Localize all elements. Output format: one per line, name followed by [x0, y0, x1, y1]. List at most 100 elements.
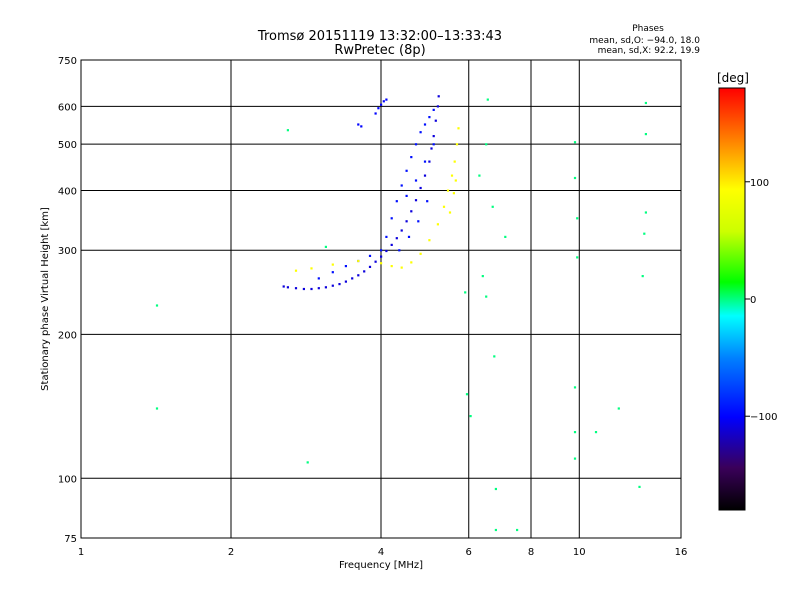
- data-point: [573, 431, 577, 434]
- data-point: [380, 103, 383, 106]
- data-point: [464, 291, 467, 294]
- data-point: [294, 287, 298, 290]
- y-axis-label: Stationary phase Virtual Height [km]: [40, 207, 51, 391]
- data-point: [324, 286, 327, 289]
- data-point: [395, 237, 398, 240]
- data-point: [428, 116, 431, 119]
- data-point: [641, 275, 644, 278]
- data-point: [324, 245, 327, 248]
- data-point: [573, 176, 577, 180]
- data-point: [417, 220, 420, 223]
- data-point: [410, 210, 413, 213]
- data-point: [310, 287, 313, 291]
- data-point: [331, 263, 334, 266]
- x-tick-labels: 1 2 4 6 8 10 16: [78, 547, 688, 558]
- data-point: [360, 125, 363, 128]
- x-tick-label: 10: [573, 547, 586, 558]
- data-points: [155, 95, 647, 532]
- x-tick-label: 8: [528, 547, 534, 558]
- data-point: [286, 129, 289, 132]
- x-tick-label: 1: [78, 547, 84, 558]
- data-point: [385, 249, 388, 253]
- data-point: [302, 287, 305, 291]
- data-point: [576, 256, 579, 259]
- data-point: [448, 211, 452, 214]
- data-point: [426, 200, 429, 203]
- data-point: [368, 265, 372, 268]
- data-point: [617, 407, 620, 410]
- data-point: [357, 274, 360, 277]
- data-point: [282, 285, 285, 288]
- data-point: [428, 160, 431, 163]
- data-point: [436, 223, 439, 226]
- data-point: [317, 277, 320, 280]
- data-point: [478, 174, 481, 177]
- data-point: [410, 261, 413, 264]
- data-point: [374, 260, 377, 263]
- colorbar: [718, 87, 746, 511]
- data-point: [442, 205, 446, 208]
- y-tick-label: 750: [58, 56, 77, 67]
- x-tick-label: 6: [466, 547, 472, 558]
- data-point: [390, 265, 393, 268]
- data-point: [310, 267, 313, 270]
- data-point: [455, 143, 459, 146]
- data-point: [338, 283, 341, 286]
- data-point: [405, 194, 408, 197]
- data-point: [432, 143, 435, 146]
- data-point: [377, 107, 380, 110]
- colorbar-tick-label: −100: [750, 412, 777, 423]
- colorbar-tick-label: 0: [750, 295, 756, 306]
- data-point: [368, 254, 372, 257]
- data-point: [395, 200, 398, 203]
- data-point: [414, 143, 418, 146]
- data-point: [450, 174, 454, 177]
- data-point: [573, 457, 577, 460]
- y-tick-label: 600: [58, 102, 77, 113]
- y-tick-label: 500: [58, 140, 77, 151]
- y-tick-label: 75: [64, 534, 77, 545]
- data-point: [414, 179, 418, 182]
- data-point: [432, 135, 435, 138]
- colorbar-tick-label: 100: [750, 178, 769, 189]
- data-point: [638, 485, 641, 488]
- data-point: [643, 232, 646, 235]
- data-point: [363, 270, 366, 273]
- data-point: [485, 143, 488, 146]
- data-point: [644, 101, 647, 105]
- x-axis-label: Frequency [MHz]: [339, 560, 423, 571]
- data-point: [576, 217, 579, 220]
- data-point: [400, 184, 403, 187]
- data-point: [494, 487, 497, 491]
- data-point: [390, 217, 393, 220]
- data-point: [385, 235, 388, 238]
- data-point: [294, 269, 298, 272]
- data-point: [331, 284, 334, 287]
- data-point: [446, 189, 450, 192]
- data-point: [457, 127, 460, 130]
- y-tick-label: 200: [58, 330, 77, 341]
- data-point: [423, 174, 427, 177]
- data-point: [155, 407, 159, 410]
- chart-title: Tromsø 20151119 13:32:00–13:33:43: [257, 29, 502, 44]
- data-point: [405, 220, 408, 223]
- y-tick-labels: 75 100 200 300 400 500 600 750: [58, 56, 77, 545]
- data-point: [286, 286, 289, 289]
- chart-subtitle: RwPretec (8p): [334, 43, 425, 58]
- data-point: [594, 431, 598, 434]
- data-point: [432, 108, 435, 111]
- data-point: [485, 295, 488, 298]
- data-point: [410, 156, 413, 159]
- y-tick-label: 400: [58, 186, 77, 197]
- data-point: [357, 259, 360, 263]
- colorbar-label: [deg]: [717, 71, 749, 85]
- data-point: [644, 133, 647, 136]
- data-point: [374, 112, 377, 115]
- data-point: [385, 98, 388, 101]
- data-point: [317, 287, 320, 290]
- data-point: [357, 123, 360, 126]
- y-tick-label: 300: [58, 246, 77, 257]
- data-point: [419, 131, 422, 134]
- data-point: [400, 229, 403, 232]
